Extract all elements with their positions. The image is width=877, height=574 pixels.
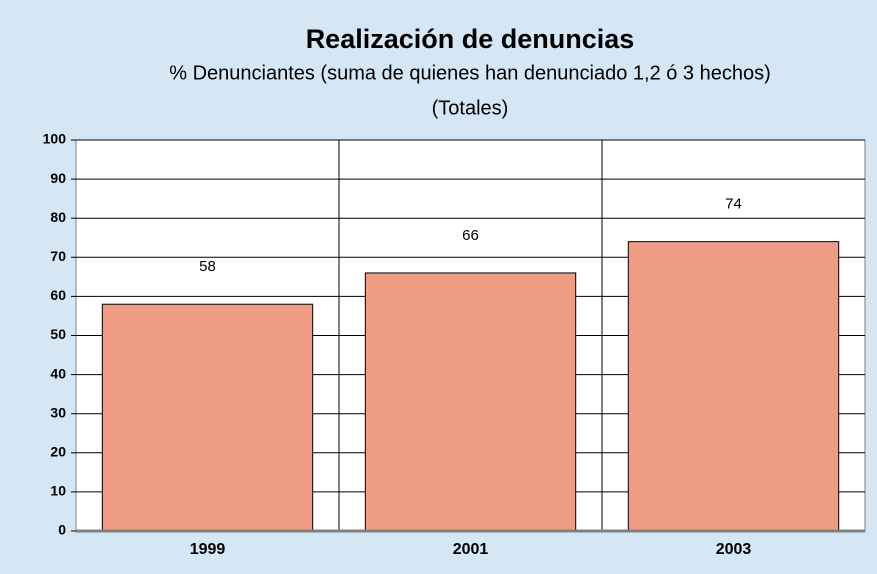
y-tick-label: 50 xyxy=(50,326,66,342)
chart-title: Realización de denuncias xyxy=(306,24,635,54)
y-tick-label: 60 xyxy=(50,287,66,303)
y-tick-label: 10 xyxy=(50,483,66,499)
bar xyxy=(627,241,840,532)
y-tick-label: 100 xyxy=(43,131,67,147)
x-tick-label: 2001 xyxy=(453,541,489,558)
y-tick-label: 90 xyxy=(50,170,66,186)
y-tick-label: 70 xyxy=(50,248,66,264)
y-tick-label: 0 xyxy=(58,522,66,538)
x-tick-label: 2003 xyxy=(716,541,752,558)
y-tick-label: 80 xyxy=(50,209,66,225)
bar xyxy=(101,303,314,532)
data-label: 66 xyxy=(462,227,479,244)
y-tick-label: 20 xyxy=(50,444,66,460)
chart-subtitle: % Denunciantes (suma de quienes han denu… xyxy=(169,62,771,84)
data-label: 74 xyxy=(725,196,742,213)
y-tick-label: 30 xyxy=(50,404,66,420)
x-tick-label: 1999 xyxy=(190,541,226,558)
bar xyxy=(364,272,577,532)
chart-subtitle: (Totales) xyxy=(432,97,509,119)
data-label: 58 xyxy=(199,258,216,275)
y-tick-label: 40 xyxy=(50,365,66,381)
